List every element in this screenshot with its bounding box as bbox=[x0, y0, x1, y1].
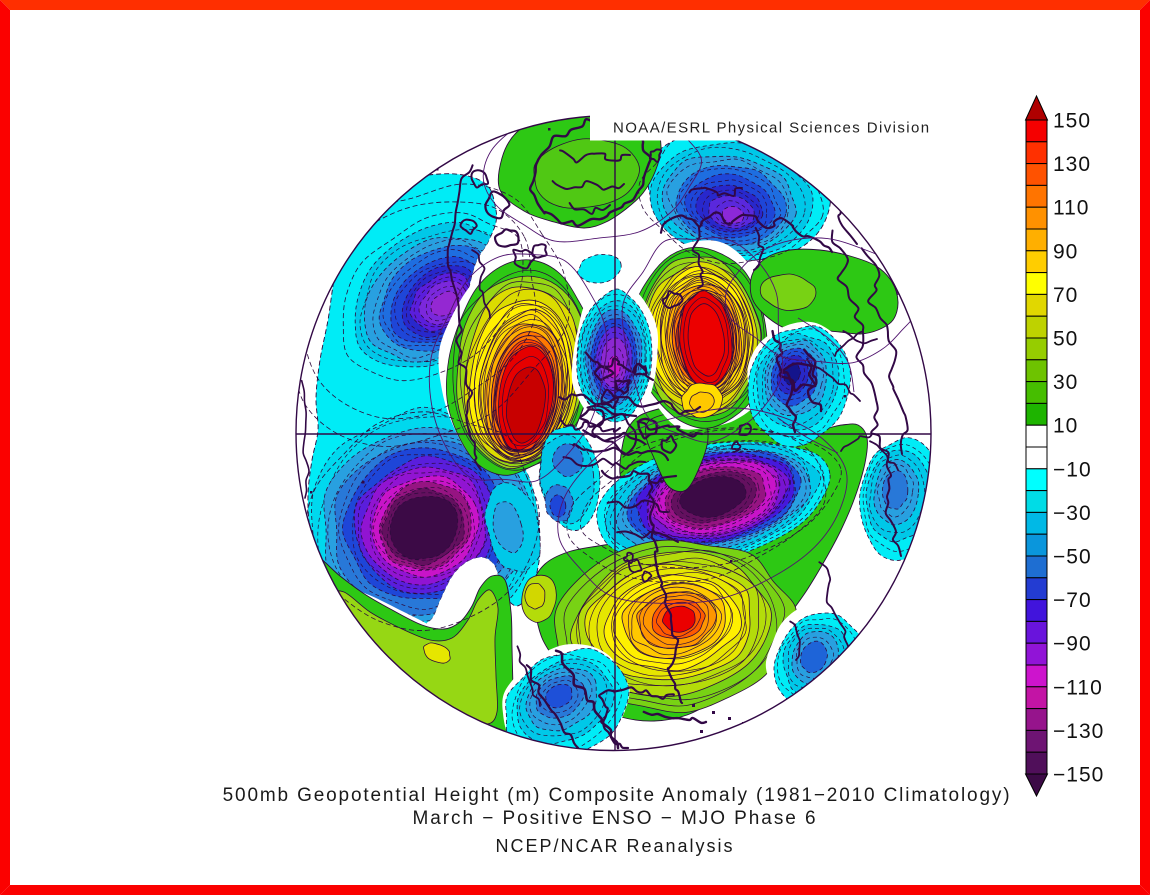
svg-text:March − Positive ENSO − MJO Ph: March − Positive ENSO − MJO Phase 6 bbox=[412, 808, 817, 829]
svg-text:500mb Geopotential Height (m): 500mb Geopotential Height (m) Composite … bbox=[223, 785, 1012, 806]
svg-text:30: 30 bbox=[1053, 371, 1078, 394]
svg-text:90: 90 bbox=[1053, 240, 1078, 263]
svg-text:−70: −70 bbox=[1053, 589, 1092, 612]
svg-text:−30: −30 bbox=[1053, 502, 1092, 525]
svg-text:−10: −10 bbox=[1053, 458, 1092, 481]
svg-text:−110: −110 bbox=[1053, 676, 1103, 699]
svg-text:−130: −130 bbox=[1053, 720, 1104, 743]
svg-text:10: 10 bbox=[1053, 415, 1078, 438]
svg-text:−150: −150 bbox=[1053, 764, 1104, 787]
svg-text:50: 50 bbox=[1053, 328, 1078, 351]
svg-text:150: 150 bbox=[1053, 110, 1091, 133]
svg-text:70: 70 bbox=[1053, 284, 1078, 307]
svg-text:130: 130 bbox=[1053, 153, 1091, 176]
svg-text:110: 110 bbox=[1053, 197, 1089, 220]
svg-text:NCEP/NCAR Reanalysis: NCEP/NCAR Reanalysis bbox=[495, 836, 734, 856]
svg-text:NOAA/ESRL Physical Sciences Di: NOAA/ESRL Physical Sciences Division bbox=[613, 120, 930, 137]
svg-text:−50: −50 bbox=[1053, 546, 1092, 569]
svg-text:−90: −90 bbox=[1053, 633, 1092, 656]
